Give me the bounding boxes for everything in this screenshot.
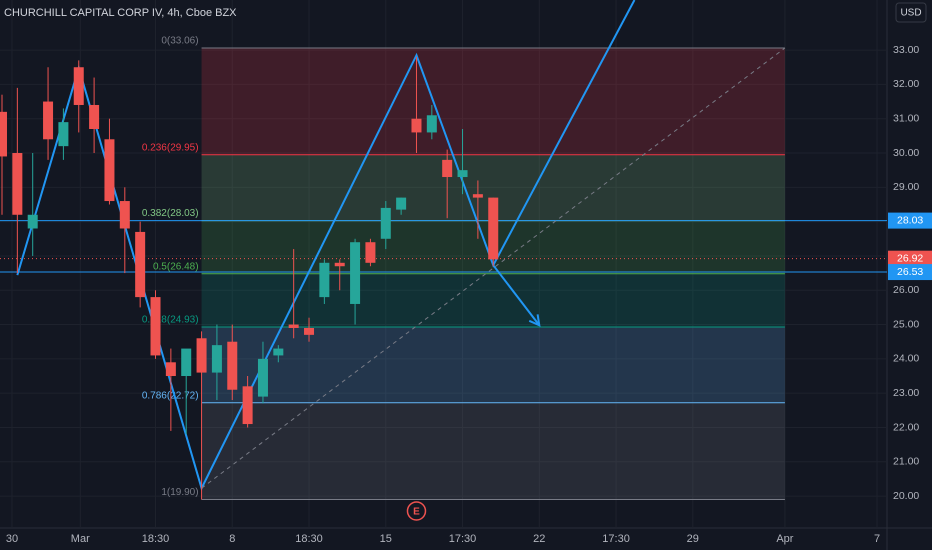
candle-body bbox=[380, 207, 391, 239]
fib-label: 0.786(22.72) bbox=[142, 390, 199, 401]
candle-body bbox=[426, 115, 437, 133]
fib-zone bbox=[201, 402, 785, 500]
y-tick-label: 23.00 bbox=[893, 387, 919, 399]
y-tick-label: 31.00 bbox=[893, 112, 919, 124]
candle-body bbox=[319, 262, 330, 298]
event-label: E bbox=[413, 507, 420, 518]
candle-body bbox=[304, 327, 315, 335]
candle-body bbox=[242, 386, 253, 425]
candle-body bbox=[0, 111, 7, 157]
trend-drawing bbox=[201, 47, 786, 489]
candle-body bbox=[58, 122, 69, 147]
fib-label: 0.236(29.95) bbox=[142, 142, 199, 153]
candle-body bbox=[288, 324, 299, 328]
x-tick-label: 18:30 bbox=[295, 533, 323, 545]
candle-body bbox=[119, 201, 130, 229]
event-marker[interactable] bbox=[406, 501, 427, 521]
y-tick-label: 25.00 bbox=[893, 318, 919, 330]
candle-body bbox=[257, 358, 268, 397]
chart-title: CHURCHILL CAPITAL CORP IV, 4h, Cboe BZX bbox=[4, 7, 237, 19]
price-label: 28.03 bbox=[897, 214, 923, 226]
candle-body bbox=[104, 139, 115, 202]
fib-zone bbox=[201, 326, 785, 403]
candle-body bbox=[211, 345, 222, 373]
candle-body bbox=[472, 194, 483, 198]
x-tick-label: 22 bbox=[533, 533, 545, 545]
fib-zone bbox=[201, 273, 785, 327]
y-tick-label: 30.00 bbox=[893, 147, 919, 159]
y-tick-label: 32.00 bbox=[893, 78, 919, 90]
fib-label: 0.382(28.03) bbox=[142, 208, 199, 219]
trend-drawing bbox=[16, 0, 636, 491]
y-tick-label: 26.00 bbox=[893, 284, 919, 296]
x-tick-label: Mar bbox=[71, 533, 90, 545]
x-tick-label: 17:30 bbox=[449, 533, 477, 545]
candle-body bbox=[89, 104, 100, 129]
x-tick-label: 15 bbox=[380, 533, 392, 545]
x-tick-label: 29 bbox=[687, 533, 699, 545]
x-tick-label: 18:30 bbox=[142, 533, 170, 545]
price-label-box bbox=[888, 250, 932, 267]
y-tick-label: 21.00 bbox=[893, 456, 919, 468]
candle-body bbox=[488, 197, 499, 260]
candle-body bbox=[457, 170, 468, 178]
fib-zone bbox=[201, 48, 785, 155]
y-tick-label: 24.00 bbox=[893, 353, 919, 365]
price-label-box bbox=[888, 264, 932, 281]
y-tick-label: 20.00 bbox=[893, 490, 919, 502]
fib-label: 0.5(26.48) bbox=[153, 261, 199, 272]
candle-body bbox=[165, 362, 176, 377]
trend-drawing bbox=[492, 264, 541, 326]
x-tick-label: 30 bbox=[6, 533, 18, 545]
candle-body bbox=[334, 262, 345, 267]
candle-body bbox=[43, 101, 54, 140]
candle-body bbox=[196, 338, 207, 373]
candle-body bbox=[396, 197, 407, 210]
candle-body bbox=[135, 231, 146, 298]
x-tick-label: 17:30 bbox=[602, 533, 630, 545]
y-tick-label: 33.00 bbox=[893, 44, 919, 56]
candle-body bbox=[12, 153, 23, 215]
candle-body bbox=[350, 242, 361, 304]
candle-body bbox=[227, 341, 238, 390]
plot-area: 0(33.06) 0.236(29.95) 0.382(28.03) 0.5(26.4… bbox=[0, 0, 887, 528]
fib-label: 0(33.06) bbox=[161, 36, 198, 47]
x-tick-label: Apr bbox=[776, 533, 793, 545]
arrow-head bbox=[528, 314, 541, 327]
price-label: 26.92 bbox=[897, 252, 923, 264]
y-tick-label: 29.00 bbox=[893, 181, 919, 193]
candle-body bbox=[27, 214, 38, 229]
candle-body bbox=[365, 242, 376, 263]
price-label: 26.53 bbox=[897, 266, 923, 278]
currency[interactable]: USD bbox=[900, 8, 921, 19]
candle-body bbox=[442, 159, 453, 178]
x-tick-label: 7 bbox=[874, 533, 880, 545]
candle-body bbox=[273, 348, 284, 356]
currency-button[interactable] bbox=[895, 2, 927, 23]
fib-label: 1(19.90) bbox=[161, 487, 198, 498]
candle-body bbox=[150, 297, 161, 356]
y-tick-label: 22.00 bbox=[893, 421, 919, 433]
candle-body bbox=[411, 118, 422, 133]
candle-body bbox=[181, 348, 192, 377]
x-tick-label: 8 bbox=[229, 533, 235, 545]
candle-body bbox=[73, 67, 84, 105]
fib-label: 0.618(24.93) bbox=[142, 315, 199, 326]
price-label-box bbox=[888, 212, 932, 229]
